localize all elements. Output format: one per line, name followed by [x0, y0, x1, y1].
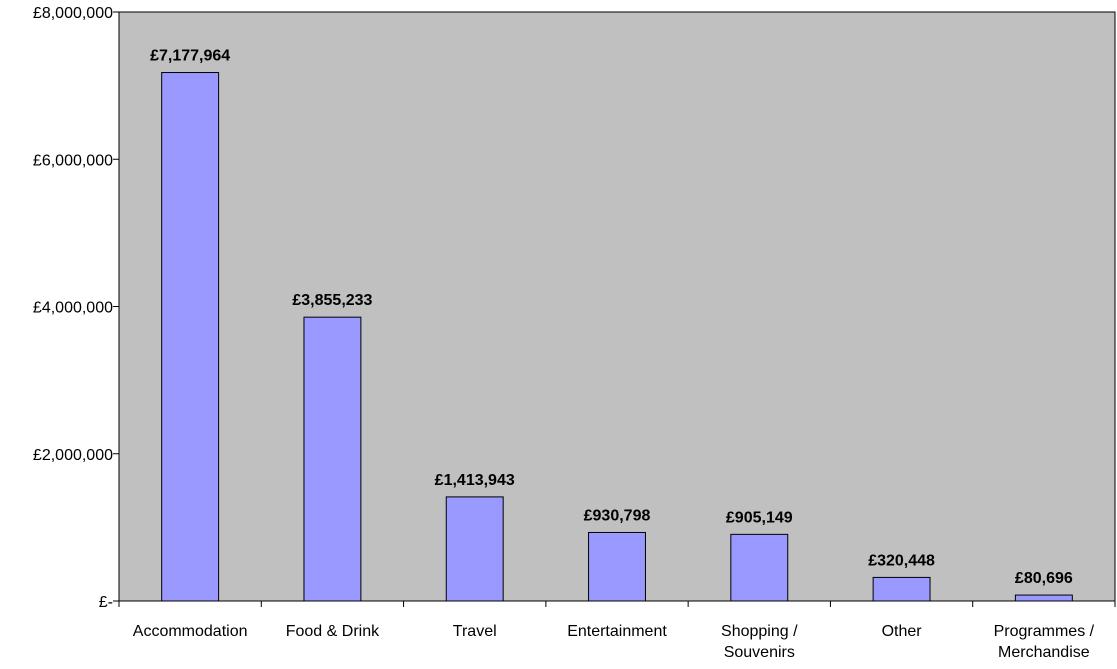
x-category-label: Shopping / Souvenirs — [721, 623, 798, 661]
y-tick-label: £2,000,000 — [33, 447, 113, 464]
data-label: £905,149 — [726, 509, 793, 526]
bars — [161, 72, 1073, 602]
x-axis: Accommodation Food & Drink Travel Entertain… — [118, 600, 1116, 661]
y-tick-label: £6,000,000 — [33, 152, 113, 169]
x-category-label-line: Souvenirs — [724, 644, 795, 661]
bar — [303, 316, 362, 602]
bar — [161, 72, 220, 602]
x-category-label-line: Merchandise — [998, 644, 1090, 661]
x-category-label: Programmes / Merchandise — [994, 623, 1095, 661]
data-label: £320,448 — [868, 552, 935, 569]
x-category-label-line: Shopping / — [721, 623, 798, 640]
x-category-label: Entertainment — [567, 623, 667, 640]
x-category-label-line: Accommodation — [133, 623, 248, 640]
y-tick-label: £8,000,000 — [33, 5, 113, 22]
x-category-label-line: Food & Drink — [286, 623, 380, 640]
bar — [588, 531, 646, 602]
x-category-label: Travel — [453, 623, 497, 640]
x-category-label-line: Other — [882, 623, 923, 640]
bar — [872, 576, 931, 602]
x-category-label-line: Programmes / — [994, 623, 1095, 640]
data-label: £7,177,964 — [150, 48, 230, 65]
data-label: £3,855,233 — [292, 292, 372, 309]
y-tick-label: £4,000,000 — [33, 300, 113, 317]
bar — [1014, 594, 1073, 602]
x-category-label: Accommodation — [133, 623, 248, 640]
bar — [730, 533, 789, 602]
y-tick-label: £- — [99, 594, 113, 611]
plot-area — [118, 11, 1116, 602]
x-category-label-line: Entertainment — [567, 623, 667, 640]
y-axis: £- £2,000,000 £4,000,000 £6,000,000 £8,000,0… — [33, 5, 120, 611]
data-label: £1,413,943 — [435, 472, 515, 489]
x-category-label: Food & Drink — [286, 623, 380, 640]
bar — [445, 496, 504, 602]
data-labels: £7,177,964 £3,855,233 £1,413,943 £930,798 £9… — [150, 48, 1073, 588]
data-label: £80,696 — [1015, 570, 1073, 587]
x-category-label-line: Travel — [453, 623, 497, 640]
x-category-label: Other — [882, 623, 923, 640]
data-label: £930,798 — [584, 507, 651, 524]
